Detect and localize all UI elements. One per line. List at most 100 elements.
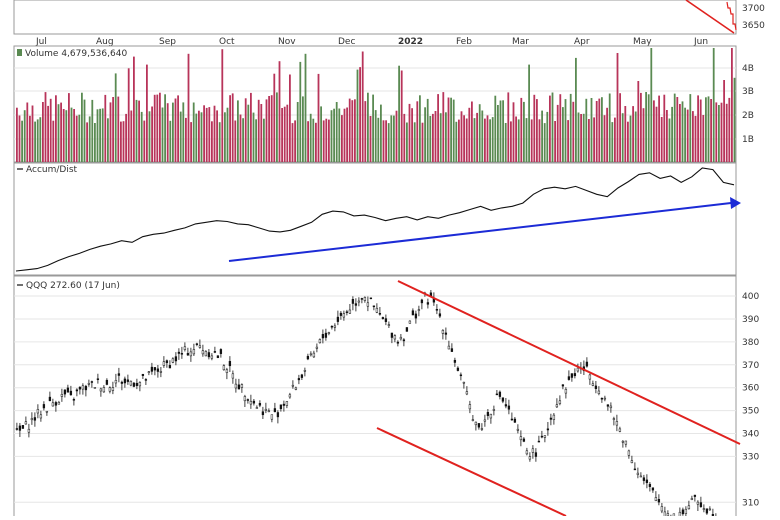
accum-panel-frame: [13, 162, 737, 276]
price-candle-body: [552, 414, 556, 420]
volume-bar: [432, 113, 434, 162]
volume-bar: [166, 103, 169, 162]
price-candle-body: [699, 502, 703, 508]
price-candle-body: [570, 373, 574, 378]
volume-bar: [361, 51, 364, 162]
price-candle-body: [483, 419, 487, 422]
price-candle-body: [639, 475, 643, 478]
price-candle-body: [195, 343, 199, 345]
price-candle-body: [330, 325, 334, 328]
volume-bar: [96, 109, 99, 162]
volume-bar: [328, 119, 330, 162]
price-label: QQQ 272.60 (17 Jun): [26, 281, 120, 291]
price-candle-body: [435, 309, 439, 311]
price-candle-body: [408, 320, 412, 324]
price-candle-body: [171, 358, 175, 363]
volume-bar: [172, 102, 174, 162]
price-candle-body: [252, 400, 256, 404]
price-candle-body: [348, 309, 352, 314]
volume-bar: [476, 112, 478, 162]
price-candle-body: [495, 393, 499, 396]
volume-bar: [330, 110, 333, 162]
volume-bar: [299, 61, 302, 162]
volume-bar: [543, 123, 546, 162]
top-ytick-0: 3700: [742, 4, 765, 14]
volume-bar: [138, 100, 140, 162]
volume-bar: [179, 111, 182, 162]
price-candle-body: [81, 385, 85, 390]
price-candle-body: [141, 373, 145, 376]
volume-bar: [403, 113, 406, 162]
volume-bar: [671, 106, 673, 162]
price-candle-body: [486, 412, 490, 416]
top-price-panel: 3700 3650: [13, 0, 765, 35]
volume-bar: [109, 102, 112, 162]
price-candle-body: [69, 390, 73, 396]
price-candle-body: [45, 410, 49, 413]
price-candle-body: [648, 483, 652, 487]
volume-bar: [83, 99, 86, 162]
volume-bar: [725, 103, 728, 162]
volume-bar: [286, 104, 289, 162]
price-candle-body: [306, 355, 310, 360]
month-tick: Jul: [35, 37, 47, 47]
price-candle-body: [696, 501, 700, 505]
volume-bar: [341, 115, 343, 162]
volume-bar: [159, 92, 161, 162]
price-candle-body: [51, 402, 55, 407]
volume-bar: [424, 107, 426, 162]
volume-ytick-3: 1B: [742, 135, 754, 145]
price-candle-body: [108, 387, 112, 392]
volume-bar: [192, 102, 195, 162]
price-candle-body: [600, 397, 604, 400]
price-candle-body: [471, 419, 475, 421]
price-ytick-5: 350: [742, 407, 759, 417]
volume-bar: [666, 110, 668, 162]
volume-bar: [494, 95, 497, 162]
volume-bar: [408, 103, 411, 162]
price-candle-body: [381, 317, 385, 319]
price-candle-body: [474, 421, 478, 426]
volume-bar: [356, 69, 359, 162]
price-candle-body: [519, 436, 523, 441]
volume-bar: [567, 120, 569, 162]
volume-bar: [283, 106, 286, 162]
volume-bar: [697, 95, 699, 162]
volume-bar: [471, 101, 473, 162]
price-candle-body: [372, 305, 376, 308]
price-candle-body: [84, 385, 88, 391]
volume-bar: [354, 99, 356, 162]
volume-bar: [382, 120, 385, 162]
volume-bar: [367, 92, 369, 162]
volume-bar: [486, 115, 489, 162]
volume-bar: [447, 97, 450, 162]
volume-bar: [143, 120, 146, 162]
volume-bar: [289, 74, 291, 162]
month-tick: Sep: [159, 37, 176, 47]
volume-bar: [62, 109, 65, 162]
volume-bar: [211, 121, 213, 162]
price-candle-body: [651, 487, 655, 491]
volume-bar: [75, 115, 78, 162]
price-candle-body: [297, 378, 301, 381]
volume-bar: [601, 97, 603, 162]
volume-bar: [60, 102, 62, 162]
volume-bar: [322, 120, 325, 162]
volume-bar: [395, 110, 398, 162]
volume-bar: [140, 111, 143, 162]
volume-bar: [689, 94, 692, 162]
price-candle-body: [180, 353, 184, 355]
volume-bar: [421, 122, 424, 162]
volume-bar: [554, 121, 556, 162]
volume-bar: [338, 108, 341, 162]
price-candle-body: [609, 405, 613, 409]
volume-bar: [91, 99, 94, 162]
price-candle-body: [222, 365, 226, 371]
price-candle-body: [510, 418, 514, 421]
price-candle-body: [339, 312, 343, 316]
price-candle-body: [366, 302, 370, 307]
volume-bar: [161, 107, 164, 162]
volume-bar: [598, 98, 601, 162]
volume-bar: [707, 96, 710, 162]
